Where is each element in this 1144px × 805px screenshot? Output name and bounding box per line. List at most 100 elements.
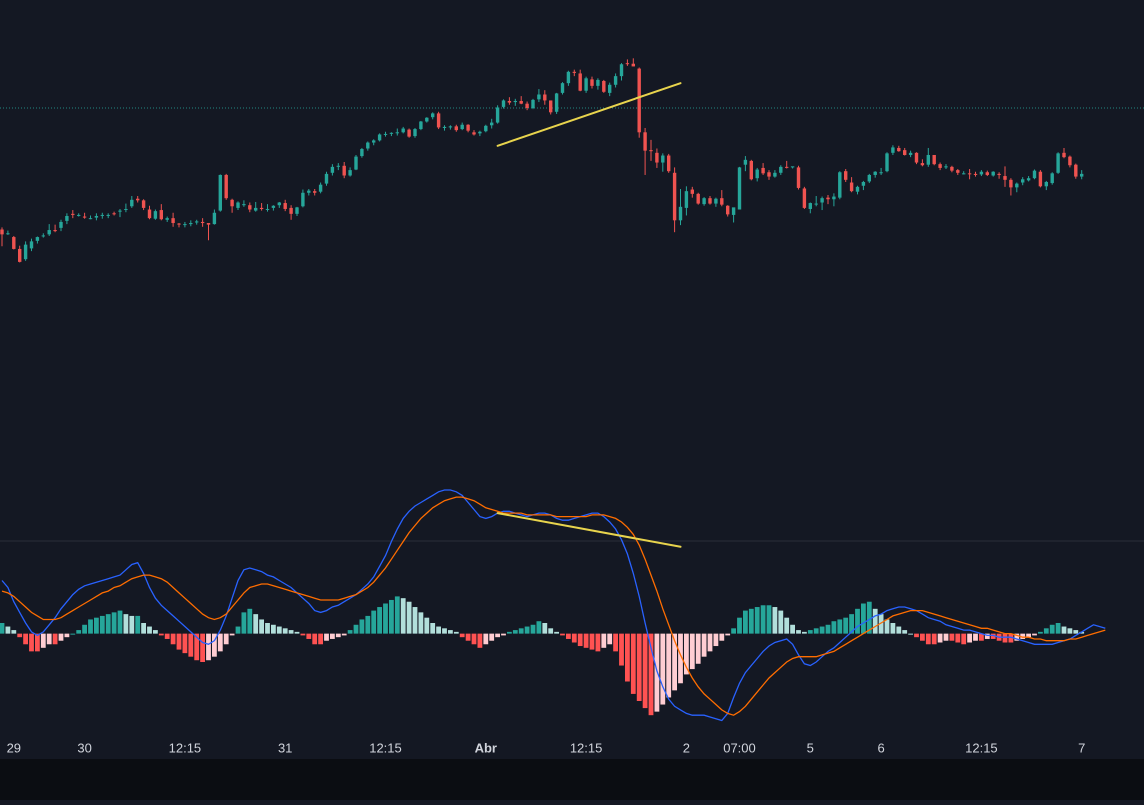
histogram-bar [943,633,949,641]
candle [820,196,824,211]
candle [649,139,653,161]
candle-body [773,172,777,177]
histogram-bar [625,633,630,682]
candle [289,205,293,220]
histogram-bar [406,601,412,634]
histogram-bar [784,617,790,634]
candle-body [844,171,848,180]
histogram-bar [760,605,766,634]
candle-body [200,221,205,224]
histogram-bar [418,612,424,634]
histogram-bar [312,633,318,645]
histogram-bar [501,633,506,636]
histogram-bar [577,633,583,647]
histogram-bar [512,630,518,634]
candle-body [696,193,700,204]
candle-body [35,237,40,241]
histogram-bar [548,628,554,634]
candle-body [838,172,842,198]
candle [12,235,16,250]
candle-body [578,73,582,91]
candle-body [301,192,305,207]
histogram-bar [678,633,683,684]
candle [584,76,588,93]
price-pane[interactable] [0,58,1144,263]
candle [513,98,517,106]
candle [726,205,730,217]
candle-body [71,213,75,215]
candle [330,164,335,176]
candle-body [265,208,270,210]
candle [29,238,34,252]
candle [324,171,329,186]
histogram-bar [300,633,306,636]
candle-body [820,198,824,203]
histogram-bar [554,631,559,634]
histogram-bar [630,633,636,694]
histogram-bar [819,626,825,634]
candle [578,69,582,92]
time-axis-label: Abr [475,740,497,755]
histogram-bar [571,633,577,643]
candle [1068,155,1072,168]
candle [318,182,323,194]
histogram-bar [967,633,972,643]
candle-body [549,100,553,113]
histogram-bar [837,619,843,634]
candle-body [938,164,942,168]
candle [212,209,217,225]
histogram-bar [1043,628,1049,634]
candle [737,166,742,210]
candle-body [354,156,358,170]
macd-pane[interactable] [0,489,1106,722]
histogram-bar [448,630,453,634]
histogram-bar [412,607,418,634]
candle [667,153,671,173]
histogram-bar [200,633,205,662]
bottom-toolbar [0,759,1144,800]
candle-body [183,224,187,226]
candle-body [631,63,635,67]
candle [560,82,565,95]
candle [82,212,87,219]
candle-body [153,211,158,219]
histogram-bar [849,614,854,634]
candle [389,132,394,137]
candle-body [796,167,801,188]
candle [159,204,163,221]
histogram-bar [589,633,595,650]
histogram-bar [648,633,654,716]
candle [525,101,529,111]
histogram-bar [359,619,365,634]
candle-body [130,199,134,207]
candle-body [248,205,252,210]
candle [53,224,57,233]
histogram-bar [920,633,925,641]
candle-body [348,170,352,176]
histogram-bar [1079,631,1085,634]
candle [448,125,453,130]
candle-body [861,181,866,186]
candle-body [0,229,4,235]
histogram-bar [5,626,11,634]
histogram-bar [223,633,229,645]
histogram-bar [52,633,58,645]
histogram-bar [123,614,129,634]
candle [301,189,305,208]
candle-body [985,172,989,175]
candle-body [29,241,34,249]
histogram-bar [495,633,500,638]
candle [313,189,317,196]
histogram-bar [866,601,872,634]
histogram-bar [666,633,672,698]
histogram-bar [217,633,223,652]
candle-body [330,166,335,173]
candle-body [602,81,606,92]
time-axis[interactable]: 29 30 12:15 31 12:15 Abr 12:15 2 07:00 5 6 12:15 7 [7,740,1086,755]
candle [590,76,594,89]
candle-body [1062,152,1066,158]
candle-body [672,172,677,221]
histogram-bar [1014,633,1020,641]
